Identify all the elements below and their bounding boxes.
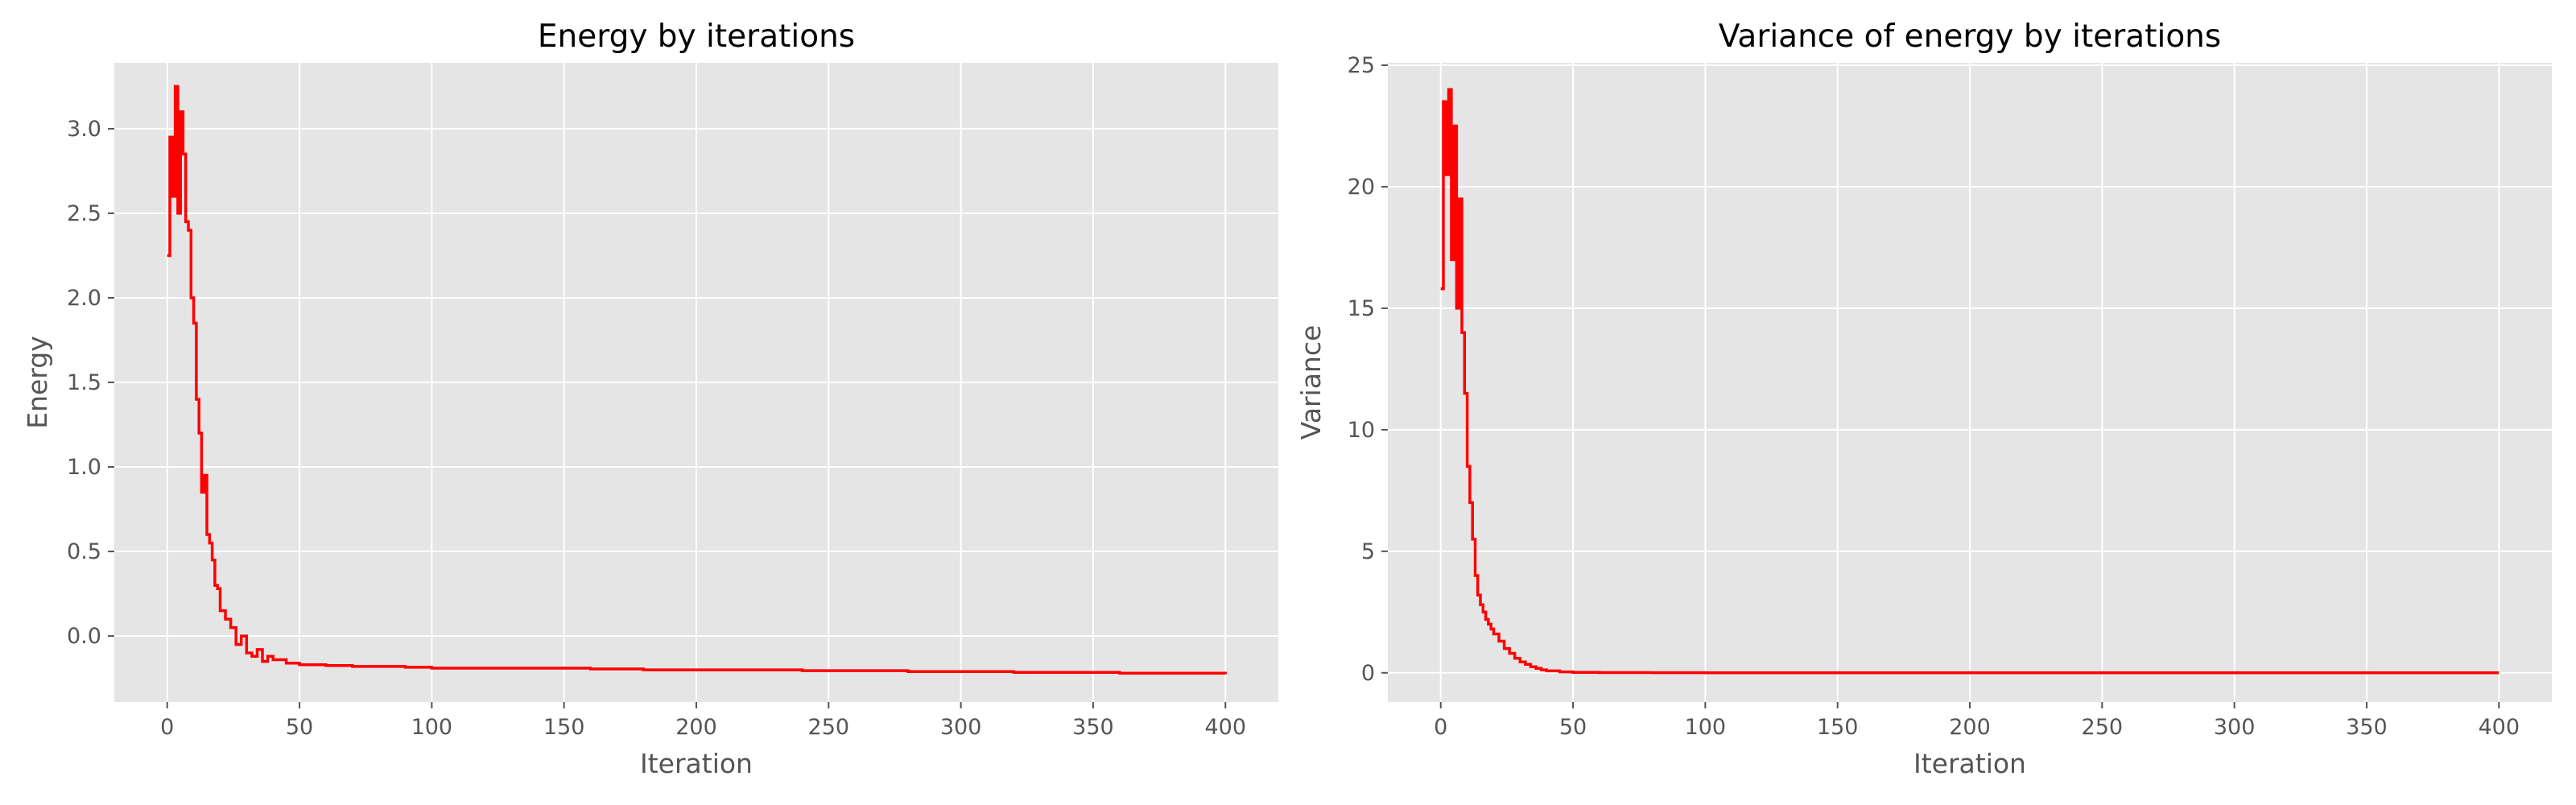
x-tick-label: 250	[808, 715, 850, 740]
x-tick-label: 200	[1949, 715, 1991, 740]
chart-title: Energy by iterations	[538, 19, 855, 55]
series-line	[167, 85, 1228, 675]
x-tick-label: 350	[2346, 715, 2388, 740]
chart-panel-2: 0 50 100 150 200 250 300 350 400 0 5 10 15 20 25 Varian…	[1295, 19, 2552, 779]
chart-title: Variance of energy by iterations	[1719, 19, 2221, 55]
y-tick-label: 3.0	[67, 117, 101, 142]
y-tick-label: 5	[1361, 539, 1375, 564]
y-tick-label: 0.5	[67, 539, 101, 564]
y-tick-label: 2.5	[67, 201, 101, 226]
y-tick-label: 25	[1348, 53, 1375, 78]
y-tick-label: 1.5	[67, 370, 101, 395]
x-tick-label: 50	[286, 715, 313, 740]
series-line	[1440, 88, 2500, 675]
x-tick-label: 200	[675, 715, 717, 740]
x-tick-label: 0	[1434, 715, 1447, 740]
x-tick-label: 250	[2082, 715, 2124, 740]
y-tick-label: 10	[1348, 418, 1375, 443]
x-tick-label: 300	[940, 715, 982, 740]
y-tick-label: 20	[1348, 175, 1375, 200]
x-tick-label: 400	[1204, 715, 1246, 740]
x-axis-label: Iteration	[640, 748, 753, 779]
y-tick-label: 0	[1361, 661, 1375, 686]
x-tick-label: 0	[160, 715, 174, 740]
chart-panel-1: 0 50 100 150 200 250 300 350 400 0.0 0.5 1.0 1.5 2.0 2…	[22, 19, 1278, 779]
x-tick-label: 100	[1685, 715, 1727, 740]
y-tick-label: 1.0	[67, 455, 101, 480]
y-tick-label: 2.0	[67, 286, 101, 311]
x-tick-label: 50	[1559, 715, 1587, 740]
y-tick-label: 0.0	[67, 624, 101, 649]
x-tick-label: 150	[543, 715, 585, 740]
x-tick-label: 300	[2214, 715, 2256, 740]
x-tick-label: 350	[1072, 715, 1114, 740]
y-tick-label: 15	[1348, 296, 1375, 321]
y-axis-label: Variance	[1295, 325, 1327, 440]
x-tick-label: 100	[411, 715, 453, 740]
x-tick-label: 400	[2478, 715, 2520, 740]
x-tick-label: 150	[1817, 715, 1859, 740]
y-axis-label: Energy	[22, 336, 53, 429]
x-axis-label: Iteration	[1913, 748, 2026, 779]
